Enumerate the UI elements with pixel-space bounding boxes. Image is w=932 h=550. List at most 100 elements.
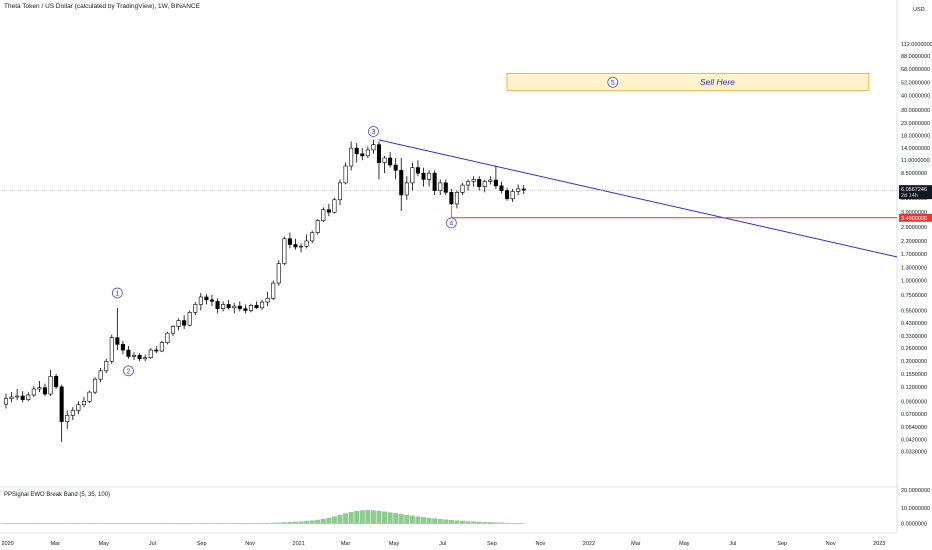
candle-body	[37, 387, 42, 390]
price-tick-label: 8.5000000	[901, 171, 927, 177]
candle-body	[221, 304, 226, 309]
price-tick-label: 112.0000000	[901, 42, 932, 48]
candle-body	[510, 191, 515, 200]
indicator-bar	[421, 517, 427, 524]
indicator-bar	[304, 520, 310, 524]
price-tick-label: 0.0420000	[901, 438, 927, 444]
candle-body	[87, 391, 92, 402]
indicator-bar	[426, 517, 432, 524]
candle-body	[354, 147, 359, 155]
time-tick-label: Mar	[631, 541, 641, 547]
indicator-bar	[337, 514, 343, 524]
time-tick-label: Nov	[826, 541, 836, 547]
candle-body	[376, 144, 382, 163]
indicator-bar	[265, 522, 271, 524]
indicator-bar	[382, 511, 388, 524]
price-tick-label: 0.0330000	[901, 450, 927, 456]
candle-body	[454, 192, 459, 205]
time-tick-label: May	[99, 541, 110, 547]
indicator-bar	[487, 522, 493, 524]
candle-body	[349, 147, 354, 167]
indicator-bar	[376, 510, 382, 524]
candle-body	[410, 167, 415, 184]
price-tick-label: 11.0000000	[901, 158, 930, 164]
indicator-bar	[409, 515, 415, 524]
price-tick-label: 23.0000000	[901, 121, 930, 127]
indicator-bar	[459, 520, 465, 524]
candle-body	[9, 396, 14, 399]
grid-layer	[0, 0, 898, 534]
indicator-bar	[415, 516, 421, 524]
candle-body	[232, 305, 237, 309]
support-price-badge	[899, 213, 932, 222]
candle-body	[371, 144, 376, 151]
time-tick-label: 2023	[873, 541, 885, 547]
candle-body	[399, 169, 404, 196]
candle-body	[293, 244, 298, 248]
indicator-bar	[343, 513, 349, 524]
indicator-bar	[354, 510, 360, 524]
candle-body	[93, 378, 98, 393]
candle-body	[198, 296, 203, 305]
price-tick-label: 2.2000000	[901, 239, 927, 245]
indicator-bar	[370, 510, 376, 524]
candle-body	[326, 209, 331, 213]
indicator-tick-label: 0.0000000	[901, 522, 927, 528]
indicator-tick-label: 20.0000000	[901, 488, 930, 494]
time-tick-label: Nov	[536, 541, 546, 547]
candle-body	[215, 301, 220, 309]
sell-zone-label: Sell Here	[700, 77, 735, 87]
candle-body	[493, 179, 498, 187]
indicator-bar	[437, 518, 443, 524]
indicator-bar	[404, 514, 410, 524]
candle-body	[254, 304, 259, 309]
wave-1-marker	[111, 287, 123, 299]
indicator-bar	[498, 522, 504, 524]
price-tick-label: 0.3300000	[901, 334, 927, 340]
candle-body	[165, 332, 170, 343]
wave-2-label: 2	[127, 368, 131, 375]
candles-layer	[3, 139, 526, 442]
price-tick-label: 0.1200000	[901, 385, 927, 391]
candle-body	[432, 172, 437, 191]
candle-body	[477, 179, 482, 187]
time-tick-label: 2022	[583, 541, 595, 547]
indicator-bar	[348, 512, 354, 524]
price-tick-label: 0.0540000	[901, 425, 927, 431]
candle-body	[81, 400, 86, 406]
price-tick-label: 14.0000000	[901, 146, 930, 152]
indicator-bar	[281, 522, 287, 524]
indicator-label: PPSignal EWO Break Band (5, 35, 100)	[4, 492, 111, 498]
time-tick-label: Mar	[51, 541, 61, 547]
indicator-bar	[315, 519, 321, 524]
candle-body	[226, 304, 231, 309]
price-tick-label: 40.0000000	[901, 93, 930, 99]
candle-body	[109, 337, 114, 362]
indicator-bar	[448, 520, 454, 524]
wave-3-marker	[368, 126, 379, 137]
price-tick-label: 30.0000000	[901, 108, 930, 114]
candle-body	[260, 301, 265, 309]
bar-countdown: 2d 14h	[901, 193, 918, 199]
time-tick-label: May	[679, 541, 690, 547]
price-tick-label: 0.2000000	[901, 359, 927, 365]
candle-body	[137, 355, 142, 360]
candle-body	[415, 167, 420, 174]
price-axis: 112.0000000 88.0000000 68.0000000 52.000000…	[899, 7, 932, 528]
price-tick-label: 2.9000000	[901, 225, 927, 231]
price-tick-label: 18.0000000	[901, 134, 930, 140]
time-tick-label: Nov	[245, 541, 255, 547]
candle-body	[76, 404, 81, 411]
price-tick-label: 1.7000000	[901, 252, 927, 258]
candle-body	[488, 179, 493, 182]
indicator-bar	[292, 521, 298, 524]
price-tick-label: 88.0000000	[901, 54, 930, 60]
wave-1-label: 1	[115, 290, 119, 297]
candle-body	[3, 398, 9, 405]
price-tick-label: 0.7500000	[901, 293, 927, 299]
indicator-bar	[443, 519, 449, 524]
time-tick-label: 2020	[1, 541, 13, 547]
indicator-bar	[476, 521, 482, 524]
candle-body	[360, 153, 365, 157]
